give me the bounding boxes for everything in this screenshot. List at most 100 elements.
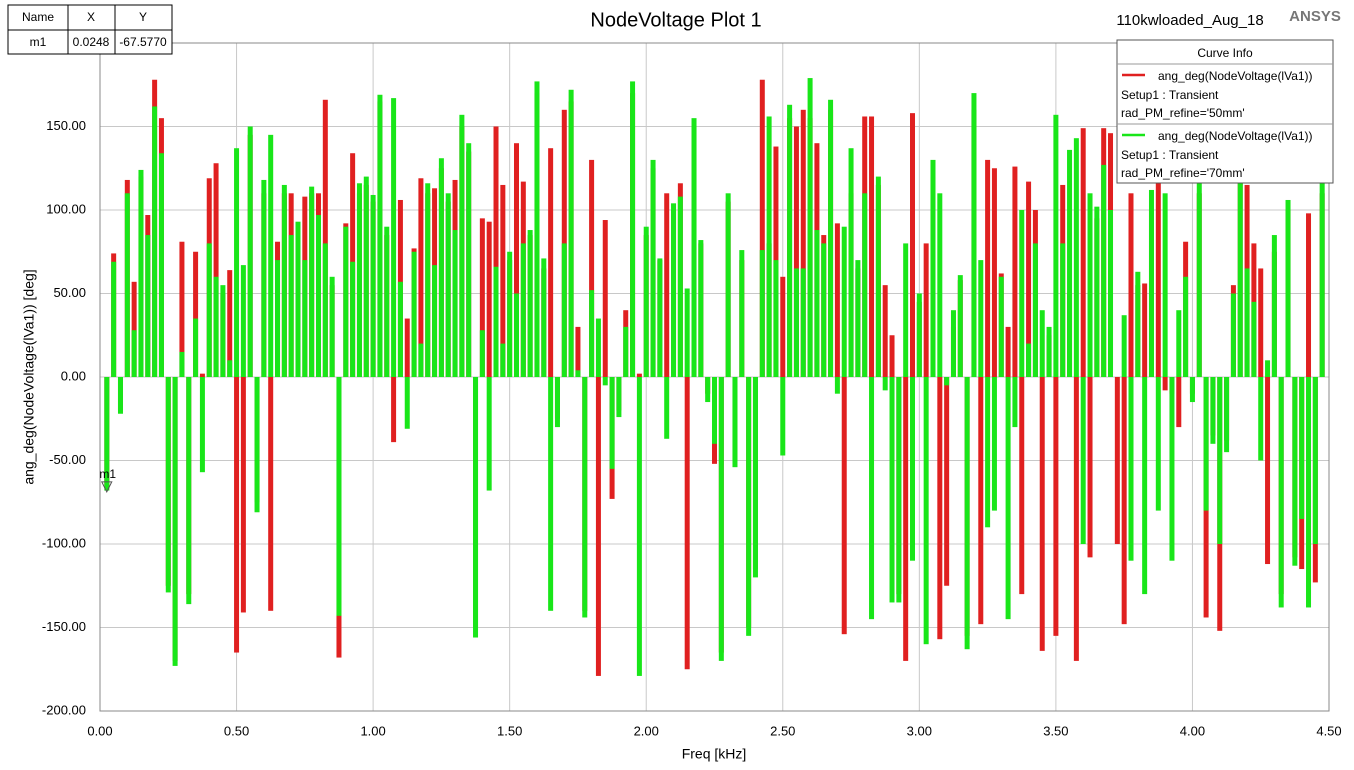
bar bbox=[998, 276, 1004, 377]
bar bbox=[1005, 377, 1011, 620]
bar bbox=[254, 377, 260, 513]
bar bbox=[507, 251, 513, 377]
bar bbox=[288, 235, 294, 377]
bar bbox=[1053, 377, 1059, 636]
bar bbox=[944, 377, 950, 586]
bar bbox=[513, 143, 519, 377]
bar bbox=[841, 226, 847, 377]
bar bbox=[1292, 377, 1298, 566]
bar bbox=[513, 293, 519, 377]
bar bbox=[636, 373, 642, 377]
bar bbox=[206, 243, 212, 377]
bar bbox=[1135, 271, 1141, 377]
bar bbox=[1121, 377, 1127, 625]
bar bbox=[309, 186, 315, 377]
bar bbox=[848, 148, 854, 377]
bar bbox=[1285, 199, 1291, 377]
bar bbox=[862, 193, 868, 377]
bar bbox=[186, 377, 192, 605]
bar bbox=[684, 288, 690, 377]
bar bbox=[636, 377, 642, 676]
bar bbox=[1005, 326, 1011, 377]
y-tick-label: -150.00 bbox=[42, 619, 86, 634]
bar bbox=[889, 335, 895, 377]
bar bbox=[1230, 293, 1236, 377]
bar bbox=[869, 377, 875, 620]
x-tick-label: 2.50 bbox=[770, 723, 795, 738]
bar bbox=[609, 377, 615, 469]
bar bbox=[158, 153, 164, 377]
bar bbox=[350, 261, 356, 377]
x-axis-label: Freq [kHz] bbox=[682, 746, 747, 762]
bar bbox=[1210, 377, 1216, 444]
y-axis-label: ang_deg(NodeVoltage(lVa1)) [deg] bbox=[21, 269, 37, 484]
bar bbox=[896, 377, 902, 603]
bar bbox=[834, 377, 840, 394]
bar bbox=[500, 343, 506, 377]
bar bbox=[1046, 326, 1052, 377]
x-tick-label: 3.50 bbox=[1043, 723, 1068, 738]
bar bbox=[336, 377, 342, 616]
bar bbox=[418, 178, 424, 377]
bar bbox=[1101, 164, 1107, 377]
bar bbox=[548, 377, 554, 611]
bar bbox=[411, 251, 417, 377]
bar bbox=[1019, 210, 1025, 377]
bar bbox=[384, 226, 390, 377]
bar bbox=[261, 179, 267, 377]
bar bbox=[111, 261, 117, 377]
bar bbox=[548, 148, 554, 377]
bar bbox=[1114, 377, 1120, 544]
table-header: X bbox=[87, 10, 95, 24]
bar bbox=[1026, 181, 1032, 377]
x-tick-label: 3.00 bbox=[907, 723, 932, 738]
bar bbox=[910, 113, 916, 377]
bar bbox=[882, 377, 888, 391]
bar bbox=[807, 78, 813, 377]
bar bbox=[1053, 114, 1059, 377]
bar bbox=[595, 318, 601, 377]
bar bbox=[240, 265, 246, 377]
bar bbox=[991, 168, 997, 377]
bar bbox=[1176, 377, 1182, 428]
chart-subtitle: 110kwloaded_Aug_18 bbox=[1116, 12, 1263, 29]
bar bbox=[1073, 377, 1079, 661]
bar bbox=[227, 270, 233, 377]
bar bbox=[923, 377, 929, 645]
y-tick-label: -200.00 bbox=[42, 702, 86, 717]
bar bbox=[793, 126, 799, 377]
bar bbox=[227, 360, 233, 377]
bar bbox=[732, 377, 738, 468]
marker-table: Name X Y m1 0.0248 -67.5770 bbox=[7, 4, 173, 55]
bar bbox=[199, 377, 205, 473]
bar bbox=[275, 260, 281, 377]
y-tick-label: 150.00 bbox=[46, 118, 86, 133]
bar bbox=[780, 377, 786, 456]
bar bbox=[712, 377, 717, 444]
bar bbox=[568, 89, 574, 377]
bar bbox=[752, 377, 758, 578]
bar bbox=[1039, 377, 1045, 651]
x-tick-label: 1.50 bbox=[497, 723, 522, 738]
bar bbox=[391, 377, 397, 443]
bar bbox=[978, 377, 984, 625]
bar bbox=[698, 240, 704, 377]
y-tick-label: -100.00 bbox=[42, 535, 86, 550]
bar bbox=[247, 126, 253, 377]
bar bbox=[623, 326, 629, 377]
bar bbox=[616, 377, 622, 418]
bar bbox=[138, 169, 144, 377]
bar bbox=[520, 243, 526, 377]
bar bbox=[131, 281, 137, 377]
bar bbox=[145, 235, 151, 377]
bar bbox=[1319, 179, 1325, 377]
bar bbox=[910, 377, 916, 561]
bar bbox=[1169, 377, 1175, 561]
bar bbox=[964, 377, 970, 650]
bar bbox=[1155, 377, 1161, 511]
bar bbox=[1148, 189, 1154, 377]
bar bbox=[800, 109, 806, 378]
bar bbox=[1265, 377, 1271, 565]
bar bbox=[1258, 268, 1264, 377]
bar bbox=[179, 241, 185, 377]
